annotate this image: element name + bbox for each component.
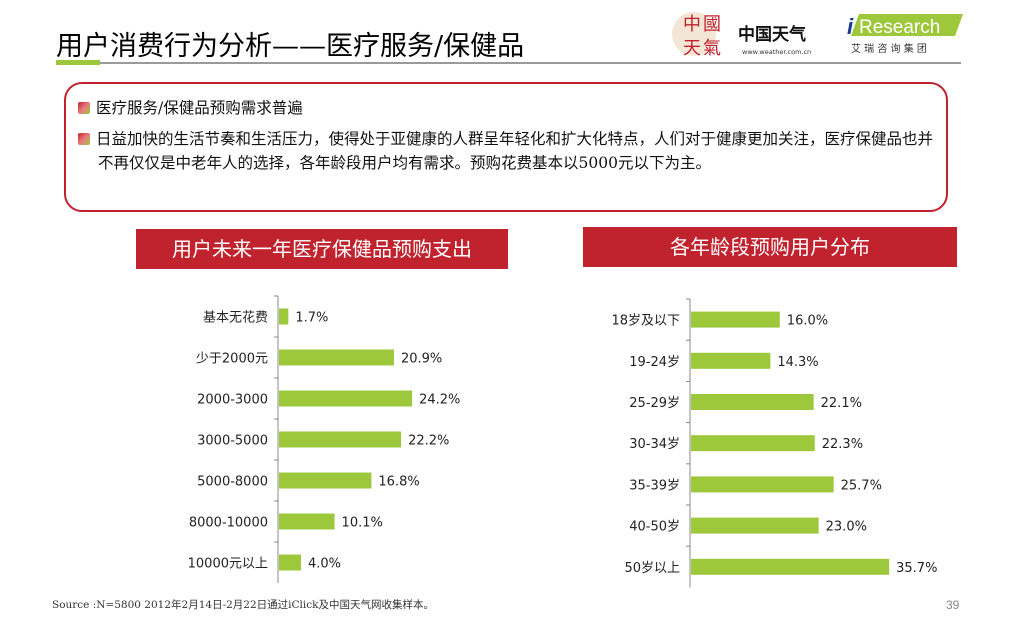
china-weather-logo: 中 國 天 氣 中国天气 www.weather.com.cn	[672, 8, 830, 60]
data-label: 24.2%	[419, 393, 460, 408]
cw-name: 中国天气	[738, 24, 806, 45]
ir-name: Research	[859, 17, 940, 38]
data-label: 4.0%	[308, 557, 341, 572]
bar	[691, 311, 780, 328]
category-label: 50岁以上	[624, 561, 680, 576]
bar	[691, 476, 834, 493]
summary-box	[64, 82, 948, 212]
source-note: Source :N=5800 2012年2月14日-2月22日通过iClick及…	[52, 599, 435, 611]
bullet-icon	[78, 102, 90, 114]
cw-url: www.weather.com.cn	[742, 48, 811, 56]
category-label: 25-29岁	[629, 396, 680, 411]
category-label: 少于2000元	[196, 352, 268, 367]
seal-char-1: 中	[683, 14, 701, 35]
left-chart-header: 用户未来一年医疗保健品预购支出	[136, 229, 508, 269]
bar	[279, 431, 402, 448]
bar	[691, 394, 814, 410]
bullet-text: 日益加快的生活节奏和生活压力，使得处于亚健康的人群呈年轻化和扩大化特点，人们对于…	[96, 130, 934, 172]
bar	[279, 390, 413, 407]
data-label: 1.7%	[295, 311, 328, 326]
category-label: 40-50岁	[629, 520, 680, 535]
data-label: 35.7%	[896, 561, 937, 576]
category-label: 18岁及以下	[611, 314, 680, 329]
ir-prefix: i	[847, 14, 854, 39]
data-label: 16.0%	[787, 314, 828, 329]
age-bar-chart: 18岁及以下 16.0% 19-24岁 14.3% 25-29岁 22.1% 30-34岁 2…	[611, 298, 937, 588]
category-label: 35-39岁	[629, 478, 680, 493]
seal-char-2: 國	[703, 14, 721, 35]
right-chart-header: 各年龄段预购用户分布	[583, 227, 957, 267]
category-label: 30-34岁	[629, 437, 680, 452]
category-label: 基本无花费	[203, 310, 268, 326]
summary-bullet-2: 日益加快的生活节奏和生活压力，使得处于亚健康的人群呈年轻化和扩大化特点，人们对于…	[78, 127, 936, 175]
data-label: 22.2%	[408, 434, 449, 449]
bar	[279, 472, 372, 489]
seal-char-4: 氣	[703, 38, 721, 59]
seal-background-icon	[672, 12, 716, 56]
category-label: 8000-10000	[189, 516, 268, 531]
category-label: 10000元以上	[188, 557, 268, 572]
summary-bullet-1: 医疗服务/保健品预购需求普遍	[78, 96, 936, 120]
bar	[691, 558, 890, 575]
bar	[691, 352, 771, 369]
title-divider	[56, 62, 961, 64]
data-label: 20.9%	[401, 352, 442, 367]
category-label: 5000-8000	[197, 475, 268, 490]
bar	[279, 349, 394, 366]
spending-bar-chart: 基本无花费 1.7% 少于2000元 20.9% 2000-3000 24.2% 3000-…	[188, 295, 460, 583]
data-label: 25.7%	[841, 478, 882, 493]
seal-char-3: 天	[683, 38, 701, 59]
data-label: 16.8%	[378, 475, 419, 490]
ir-badge-icon	[851, 14, 963, 36]
data-label: 23.0%	[826, 520, 867, 535]
data-label: 10.1%	[342, 516, 383, 531]
bar	[279, 308, 289, 325]
bar	[691, 517, 819, 534]
page-number: 39	[946, 598, 960, 612]
bar	[691, 435, 815, 452]
data-label: 14.3%	[777, 355, 818, 370]
category-label: 19-24岁	[629, 355, 680, 370]
bar	[279, 513, 335, 530]
title-accent-bar	[56, 60, 100, 65]
category-label: 3000-5000	[197, 434, 268, 449]
iresearch-logo: i Research 艾 瑞 咨 询 集 团	[847, 14, 963, 55]
page-title: 用户消费行为分析——医疗服务/保健品	[56, 31, 525, 62]
category-label: 2000-3000	[197, 393, 268, 408]
bullet-text: 医疗服务/保健品预购需求普遍	[96, 99, 303, 117]
data-label: 22.3%	[822, 437, 863, 452]
bullet-icon	[78, 133, 90, 145]
ir-sub: 艾 瑞 咨 询 集 团	[851, 42, 927, 55]
data-label: 22.1%	[821, 396, 862, 411]
bar	[279, 554, 301, 571]
